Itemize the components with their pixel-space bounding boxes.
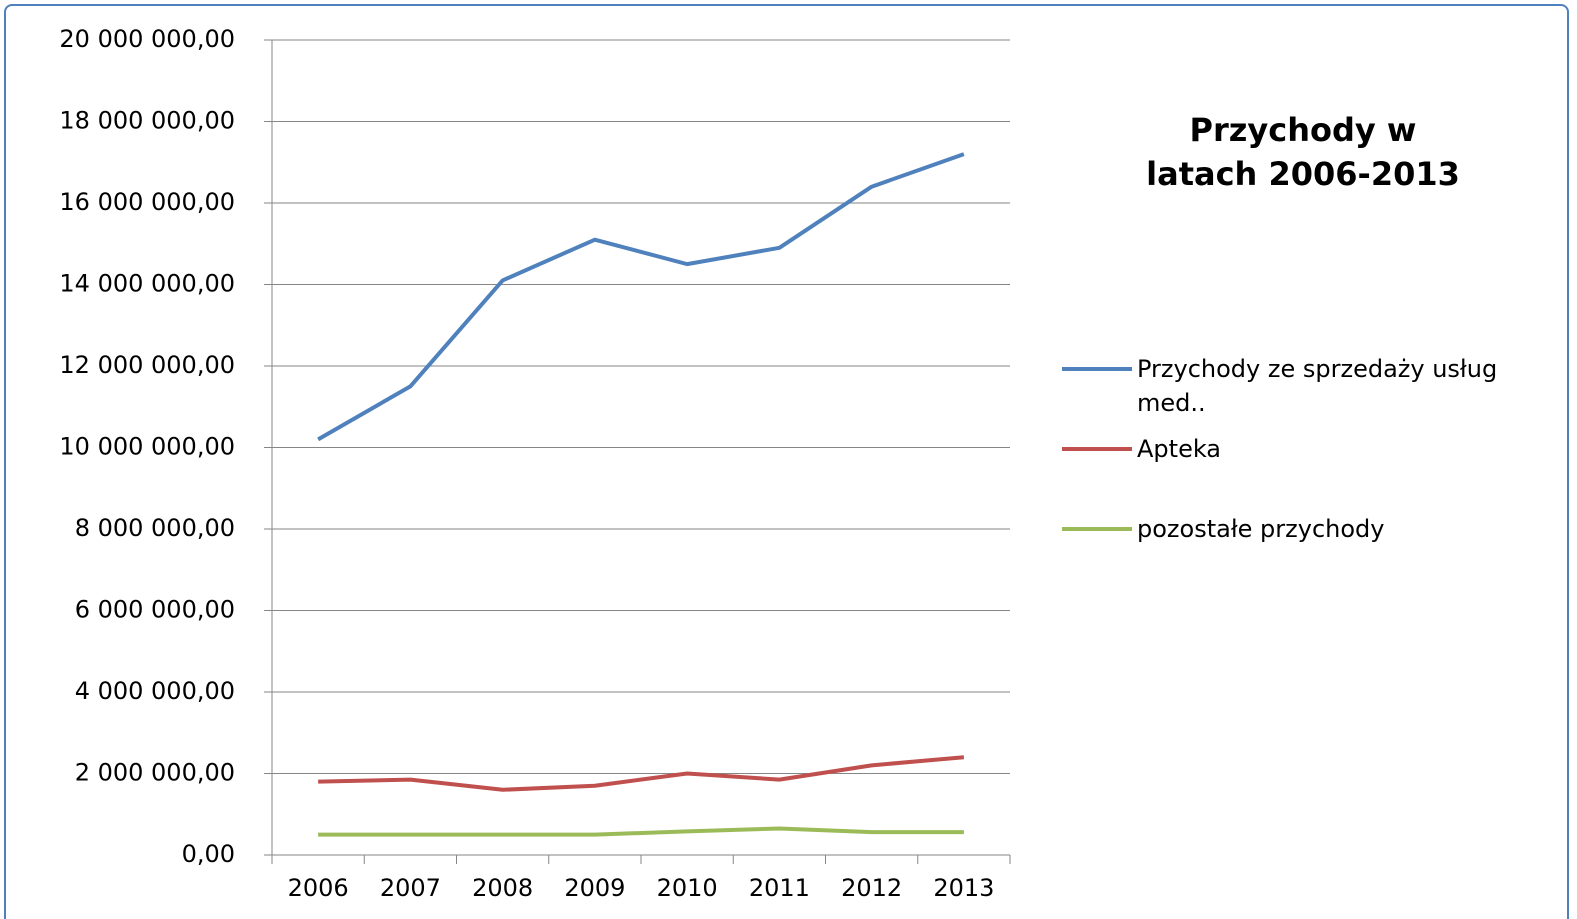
series-line bbox=[318, 826, 964, 837]
x-tick-label: 2008 bbox=[472, 874, 533, 902]
chart-title: Przychody w latach 2006-2013 bbox=[1146, 111, 1460, 193]
y-tick-label: 4 000 000,00 bbox=[75, 677, 235, 705]
y-tick-label: 10 000 000,00 bbox=[59, 433, 235, 461]
x-tick-label: 2006 bbox=[288, 874, 349, 902]
y-tick-label: 12 000 000,00 bbox=[59, 351, 235, 379]
x-tick-label: 2011 bbox=[749, 874, 810, 902]
x-tick-label: 2013 bbox=[933, 874, 994, 902]
y-tick-label: 18 000 000,00 bbox=[59, 107, 235, 135]
x-tick-label: 2010 bbox=[657, 874, 718, 902]
y-tick-label: 0,00 bbox=[182, 840, 235, 868]
y-tick-label: 8 000 000,00 bbox=[75, 514, 235, 542]
y-tick-label: 6 000 000,00 bbox=[75, 596, 235, 624]
series-line bbox=[317, 152, 965, 442]
y-tick-label: 14 000 000,00 bbox=[59, 270, 235, 298]
legend-label: Apteka bbox=[1137, 435, 1222, 463]
y-tick-label: 16 000 000,00 bbox=[59, 188, 235, 216]
legend-label: Przychody ze sprzedaży usług med.. bbox=[1137, 355, 1498, 417]
x-tick-label: 2007 bbox=[380, 874, 441, 902]
x-tick-label: 2012 bbox=[841, 874, 902, 902]
y-tick-label: 2 000 000,00 bbox=[75, 759, 235, 787]
series-line bbox=[318, 755, 965, 792]
chart-border bbox=[4, 4, 1569, 919]
y-tick-label: 20 000 000,00 bbox=[59, 25, 235, 53]
x-tick-label: 2009 bbox=[564, 874, 625, 902]
legend-label: pozostałe przychody bbox=[1137, 515, 1385, 543]
